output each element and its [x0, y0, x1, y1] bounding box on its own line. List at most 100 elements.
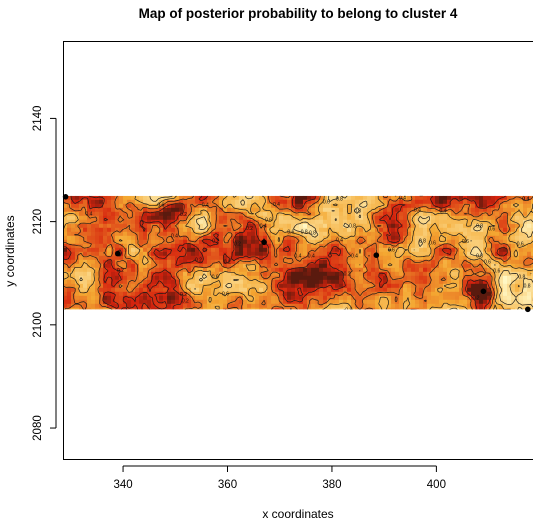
heatmap-cell: [351, 219, 356, 225]
heatmap-cell: [315, 287, 320, 293]
heatmap-cell: [395, 283, 400, 289]
heatmap-cell: [227, 207, 232, 213]
contour-level-label: 0.2: [246, 226, 253, 232]
heatmap-cell: [411, 243, 416, 249]
heatmap-cell: [483, 227, 488, 233]
heatmap-cell: [111, 227, 116, 233]
heatmap-cell: [135, 239, 140, 245]
heatmap-cell: [175, 251, 180, 257]
heatmap-cell: [255, 223, 260, 229]
heatmap-cell: [123, 215, 128, 221]
heatmap-cell: [315, 243, 320, 249]
heatmap-cell: [143, 275, 148, 281]
heatmap-cell: [203, 207, 208, 213]
contour-level-label: 0.2: [473, 295, 480, 301]
heatmap-cell: [139, 263, 144, 269]
heatmap-cell: [515, 295, 520, 301]
heatmap-cell: [207, 279, 212, 285]
heatmap-cell: [499, 295, 504, 301]
heatmap-cell: [507, 247, 512, 253]
heatmap-cell: [139, 231, 144, 237]
heatmap-cell: [507, 279, 512, 285]
heatmap-cell: [107, 303, 112, 309]
heatmap-cell: [411, 227, 416, 233]
heatmap-cell: [219, 243, 224, 249]
heatmap-cell: [235, 235, 240, 241]
heatmap-cell: [311, 203, 316, 209]
heatmap-cell: [95, 235, 100, 241]
heatmap-cell: [311, 207, 316, 213]
heatmap-cell: [523, 267, 528, 273]
heatmap-cell: [391, 291, 396, 297]
heatmap-cell: [123, 203, 128, 209]
heatmap-cell: [515, 267, 520, 273]
heatmap-cell: [203, 259, 208, 265]
heatmap-cell: [371, 271, 376, 277]
heatmap-cell: [211, 243, 216, 249]
heatmap-cell: [215, 223, 220, 229]
heatmap-cell: [251, 247, 256, 253]
heatmap-cell: [287, 287, 292, 293]
heatmap-cell: [359, 223, 364, 229]
heatmap-cell: [483, 279, 488, 285]
heatmap-cell: [419, 215, 424, 221]
heatmap-cell: [331, 231, 336, 237]
heatmap-cell: [435, 239, 440, 245]
heatmap-cell: [227, 195, 232, 201]
heatmap-cell: [199, 259, 204, 265]
heatmap-cell: [523, 271, 528, 277]
heatmap-cell: [451, 235, 456, 241]
heatmap-cell: [183, 279, 188, 285]
heatmap-cell: [531, 287, 533, 293]
heatmap-cell: [355, 283, 360, 289]
heatmap-cell: [127, 251, 132, 257]
heatmap-cell: [331, 199, 336, 205]
heatmap-cell: [339, 283, 344, 289]
heatmap-cell: [463, 283, 468, 289]
heatmap-cell: [279, 291, 284, 297]
heatmap-cell: [299, 227, 304, 233]
heatmap-cell: [111, 199, 116, 205]
heatmap-cell: [259, 251, 264, 257]
heatmap-cell: [79, 199, 84, 205]
heatmap-cell: [347, 303, 352, 309]
heatmap-cell: [131, 255, 136, 261]
heatmap-cell: [399, 195, 404, 201]
heatmap-cell: [131, 199, 136, 205]
heatmap-cell: [239, 215, 244, 221]
heatmap-cell: [395, 207, 400, 213]
heatmap-cell: [407, 239, 412, 245]
heatmap-cell: [319, 255, 324, 261]
heatmap-cell: [247, 263, 252, 269]
heatmap-cell: [287, 259, 292, 265]
heatmap-cell: [443, 239, 448, 245]
heatmap-cell: [171, 287, 176, 293]
heatmap-cell: [123, 195, 128, 201]
heatmap-cell: [255, 207, 260, 213]
heatmap-cell: [499, 227, 504, 233]
heatmap-cell: [447, 207, 452, 213]
heatmap-cell: [99, 295, 104, 301]
heatmap-cell: [355, 199, 360, 205]
heatmap-cell: [143, 287, 148, 293]
heatmap-cell: [343, 271, 348, 277]
heatmap-cell: [215, 291, 220, 297]
heatmap-cell: [371, 283, 376, 289]
heatmap-cell: [375, 195, 380, 201]
heatmap-cell: [199, 247, 204, 253]
heatmap-cell: [403, 211, 408, 217]
heatmap-cell: [415, 207, 420, 213]
heatmap-cell: [159, 231, 164, 237]
contour-level-label: 0.4: [308, 253, 315, 259]
heatmap-cell: [139, 307, 144, 310]
heatmap-cell: [415, 291, 420, 297]
contour-line: [79, 195, 533, 310]
heatmap-cell: [119, 263, 124, 269]
heatmap-cell: [435, 219, 440, 225]
data-point: [62, 194, 69, 200]
heatmap-cell: [503, 287, 508, 293]
heatmap-cell: [343, 243, 348, 249]
heatmap-cell: [115, 287, 120, 293]
heatmap-cell: [323, 275, 328, 281]
heatmap-cell: [443, 291, 448, 297]
